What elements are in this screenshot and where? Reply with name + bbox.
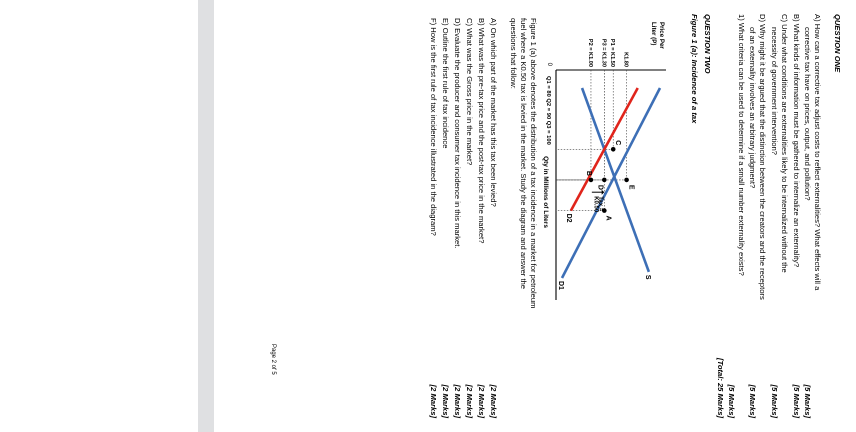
point-c bbox=[610, 146, 616, 152]
q2-item-c: C) What was the Gross price in the marke… bbox=[465, 18, 474, 166]
point-label-c: C bbox=[614, 140, 621, 145]
q2-item-f-marks: [2 Marks] bbox=[429, 384, 438, 418]
document-page: QUESTION ONE A) How can a corrective tax… bbox=[216, 0, 856, 432]
quantity-tick-labels: Q1 = 80 Q2 = 90 Q3 = 100 bbox=[545, 76, 551, 145]
series-line-d1 bbox=[560, 87, 662, 279]
point-a bbox=[602, 208, 607, 213]
description-line-3: questions that follow: bbox=[509, 18, 518, 89]
q2-item-d-marks: [2 Marks] bbox=[453, 384, 462, 418]
price-tick-label: K1.80 bbox=[623, 52, 629, 67]
q2-item-e-marks: [2 Marks] bbox=[441, 384, 450, 418]
point-d bbox=[602, 177, 607, 183]
series-line-d2 bbox=[569, 87, 639, 212]
series-line-s bbox=[580, 87, 651, 273]
y-axis-title-line-1: Price Per bbox=[658, 22, 665, 49]
point-label-d: D bbox=[596, 185, 603, 190]
tax-label-line-2: K0.50 bbox=[593, 196, 599, 213]
q2-item-c-marks: [2 Marks] bbox=[465, 384, 474, 418]
description-line-2: fuel where a K0.50 tax is levied in the … bbox=[519, 18, 528, 289]
origin-label: 0 bbox=[546, 63, 552, 67]
price-tick-label: P2 = K1.00 bbox=[587, 39, 593, 67]
series-label-d1: D1 bbox=[557, 281, 564, 290]
q2-item-e: E) Outline the first rule of tax inciden… bbox=[441, 18, 450, 149]
x-axis-title: Qty in Millions of Liters bbox=[542, 156, 549, 228]
description-line-1: Figure 1 (a) above denotes the distribut… bbox=[529, 18, 538, 309]
point-e bbox=[624, 177, 629, 183]
y-axis-title-line-2: Liter (P) bbox=[650, 22, 657, 45]
price-tick-label: P3 = K1.30 bbox=[600, 39, 606, 67]
point-label-b: B bbox=[585, 171, 592, 176]
price-tick-label: P1 = K1.50 bbox=[609, 39, 615, 67]
point-label-e: E bbox=[628, 185, 635, 190]
q2-item-b-marks: [2 Marks] bbox=[477, 384, 486, 418]
series-label-s: S bbox=[644, 275, 651, 280]
point-label-a: A bbox=[604, 216, 611, 221]
q2-item-d: D) Evaluate the producer and consumer ta… bbox=[453, 18, 462, 249]
q2-item-f: F) How is the first rule of tax incidenc… bbox=[429, 18, 438, 236]
series-label-d2: D2 bbox=[565, 214, 572, 223]
q2-item-a-marks: [2 Marks] bbox=[489, 384, 498, 418]
point-b bbox=[588, 177, 594, 183]
q2-item-b: B) What was the pre-tax price and the po… bbox=[477, 18, 486, 244]
q2-item-a: A) On which part of the market has this … bbox=[489, 18, 498, 207]
tax-arrow-head bbox=[601, 189, 605, 195]
tax-label-line-1: Tax = bbox=[597, 196, 603, 212]
page-number: Page 2 of 5 bbox=[270, 344, 276, 375]
